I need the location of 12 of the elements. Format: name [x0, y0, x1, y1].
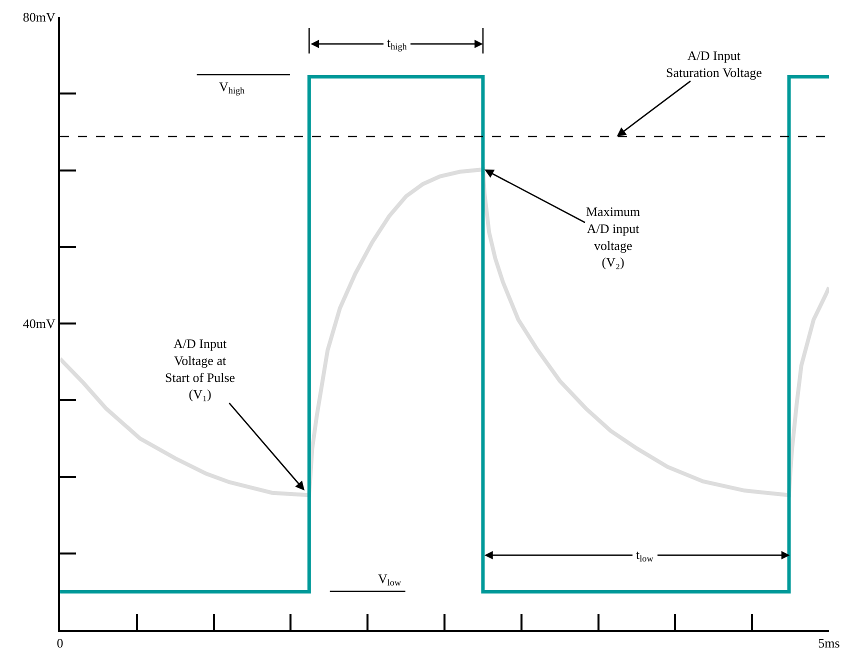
line-series	[60, 167, 829, 498]
annotation: V$_{high}$	[219, 79, 246, 96]
x-tick-label: 5ms	[818, 636, 840, 648]
annotation: V$_{low}$	[378, 571, 402, 588]
annotation: A/D Input Saturation Voltage	[666, 48, 762, 80]
annotation: t$_{high}$	[387, 35, 408, 52]
y-tick-label: 80mV	[22, 10, 56, 25]
x-tick-label: 0	[56, 636, 64, 648]
annotation: A/D Input Voltage at Start of Pulse (V₁)	[165, 336, 236, 402]
annotation: Maximum A/D input voltage (V₂)	[586, 204, 640, 270]
y-tick-label: 40mV	[22, 316, 56, 332]
annotation: t$_{low}$	[636, 547, 654, 564]
